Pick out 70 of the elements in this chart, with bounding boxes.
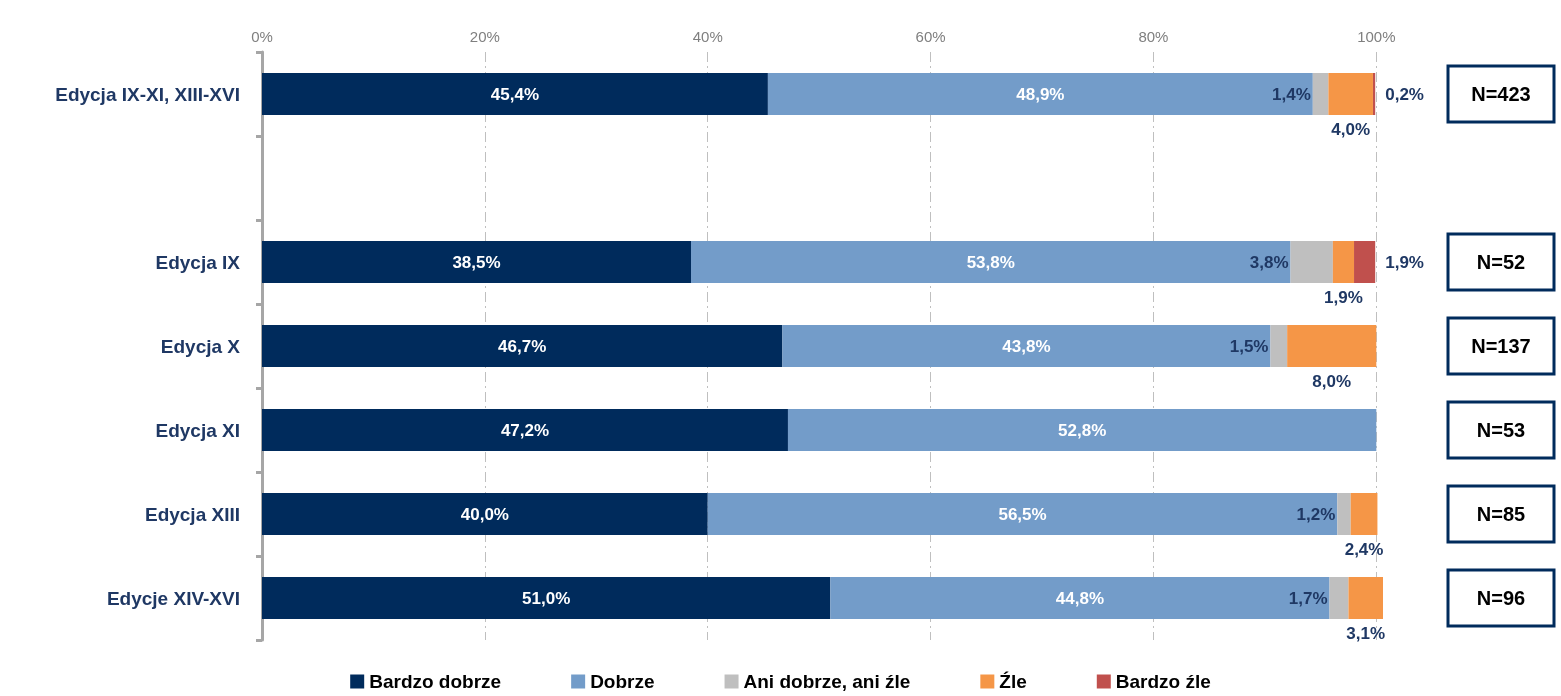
x-tick-label: 60%: [915, 28, 946, 45]
text: N=53: [1476, 419, 1526, 441]
bar: [1312, 73, 1329, 115]
data-label: 52,8%: [1058, 420, 1107, 440]
data-label: 47,2%: [500, 420, 550, 440]
bar: [1290, 241, 1333, 283]
bar: [767, 73, 1313, 115]
legend-label: Ani dobrze, ani źle: [743, 671, 911, 692]
data-label: 0,2%: [1385, 84, 1424, 104]
bar: [1348, 577, 1383, 619]
bar: [262, 577, 831, 619]
legend-label: Bardzo źle: [1115, 671, 1211, 692]
x-tick-label: 80%: [1138, 28, 1169, 45]
bar: [787, 409, 1377, 451]
bar: [1287, 325, 1377, 367]
y-tick-label: Edycja IX: [155, 251, 241, 273]
data-label: 44,8%: [1055, 588, 1105, 608]
bar: [1270, 325, 1288, 367]
bar: [691, 241, 1291, 283]
data-label: 43,8%: [1002, 336, 1051, 356]
bar: [1354, 241, 1376, 283]
x-tick-label: 0%: [251, 28, 273, 45]
bar: [830, 577, 1330, 619]
data-label: 53,8%: [966, 252, 1015, 272]
data-label: 56,5%: [998, 504, 1047, 524]
x-tick-label: 100%: [1357, 28, 1396, 45]
y-tick-label: Edycja XI: [155, 419, 240, 441]
text: N=423: [1471, 83, 1531, 105]
bar: [262, 241, 692, 283]
data-label: 8,0%: [1312, 372, 1352, 391]
text: N=96: [1476, 587, 1526, 609]
y-tick-label: Edycja XIII: [144, 503, 240, 525]
y-tick-label: Edycja X: [160, 335, 241, 357]
data-label: 48,9%: [1016, 84, 1065, 104]
text: N=85: [1476, 503, 1526, 525]
bar: [262, 325, 783, 367]
data-label: 1,7%: [1288, 588, 1328, 608]
text: N=52: [1476, 251, 1526, 273]
data-label: 51,0%: [522, 588, 571, 608]
data-label: 3,8%: [1249, 252, 1289, 272]
data-label: 45,4%: [490, 84, 540, 104]
legend-label: Bardzo dobrze: [369, 671, 502, 692]
bar: [782, 325, 1271, 367]
data-label: 40,0%: [460, 504, 509, 524]
bar: [1350, 493, 1378, 535]
data-label: 1,2%: [1296, 504, 1336, 524]
bar: [1328, 73, 1373, 115]
bar: [707, 493, 1338, 535]
data-label: 3,1%: [1346, 624, 1386, 643]
data-label: 38,5%: [452, 252, 501, 272]
data-label: 46,7%: [498, 336, 547, 356]
text: N=137: [1471, 335, 1531, 357]
legend-label: Dobrze: [590, 671, 655, 692]
x-tick-label: 20%: [469, 28, 500, 45]
bar: [1337, 493, 1351, 535]
data-label: 1,5%: [1229, 336, 1269, 356]
bar: [1332, 241, 1355, 283]
y-tick-label: Edycje XIV-XVI: [106, 587, 240, 609]
bar: [1329, 577, 1349, 619]
bar: [262, 493, 708, 535]
bar: [262, 73, 768, 115]
data-label: 1,9%: [1385, 252, 1424, 272]
data-label: 1,4%: [1272, 84, 1311, 104]
data-label: 2,4%: [1344, 540, 1384, 559]
x-tick-label: 40%: [692, 28, 723, 45]
data-label: 1,9%: [1324, 288, 1363, 307]
legend-label: Źle: [999, 671, 1027, 692]
data-label: 4,0%: [1331, 120, 1371, 139]
y-tick-label: Edycja IX-XI, XIII-XVI: [55, 83, 240, 105]
bar: [262, 409, 788, 451]
